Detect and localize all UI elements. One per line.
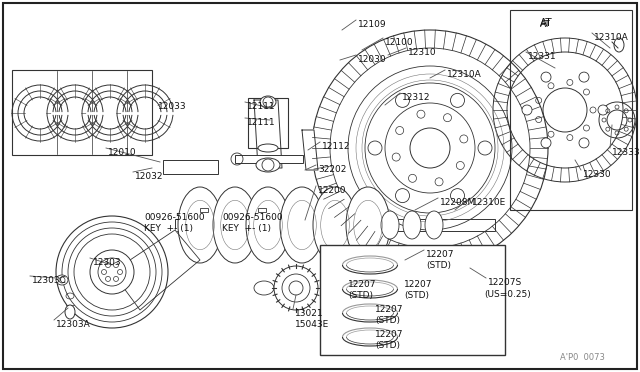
Text: 12032: 12032 bbox=[135, 172, 163, 181]
Text: 12331: 12331 bbox=[528, 52, 557, 61]
Text: 12310E: 12310E bbox=[472, 198, 506, 207]
Circle shape bbox=[274, 266, 318, 310]
Circle shape bbox=[541, 72, 551, 82]
Text: 12111: 12111 bbox=[247, 102, 276, 111]
Text: 12303: 12303 bbox=[93, 258, 122, 267]
Text: A'P0  0073: A'P0 0073 bbox=[560, 353, 605, 362]
Bar bbox=[320, 245, 505, 355]
Bar bbox=[175, 219, 495, 231]
Text: AT: AT bbox=[540, 20, 551, 29]
Text: KEY  +- (1): KEY +- (1) bbox=[144, 224, 193, 233]
Text: (STD): (STD) bbox=[375, 316, 400, 325]
Text: 12310: 12310 bbox=[408, 48, 436, 57]
Text: 13021: 13021 bbox=[295, 309, 324, 318]
Text: 12207: 12207 bbox=[375, 305, 403, 314]
Text: 15043E: 15043E bbox=[295, 320, 329, 329]
Text: KEY  +- (1): KEY +- (1) bbox=[222, 224, 271, 233]
Circle shape bbox=[56, 216, 168, 328]
Text: 00926-51600: 00926-51600 bbox=[222, 213, 283, 222]
Circle shape bbox=[579, 72, 589, 82]
Text: 12207S: 12207S bbox=[488, 278, 522, 287]
Circle shape bbox=[451, 93, 465, 108]
Text: 12312: 12312 bbox=[402, 93, 431, 102]
Circle shape bbox=[396, 93, 410, 108]
Ellipse shape bbox=[178, 187, 222, 263]
Text: 12310A: 12310A bbox=[447, 70, 482, 79]
Text: 12303A: 12303A bbox=[56, 320, 91, 329]
Bar bbox=[248, 98, 288, 148]
Text: (STD): (STD) bbox=[404, 291, 429, 300]
Circle shape bbox=[541, 138, 551, 148]
Text: 12100: 12100 bbox=[385, 38, 413, 47]
Bar bbox=[235, 155, 303, 163]
Circle shape bbox=[478, 141, 492, 155]
Ellipse shape bbox=[256, 158, 280, 172]
Circle shape bbox=[368, 141, 382, 155]
Bar bbox=[258, 208, 266, 212]
Ellipse shape bbox=[346, 187, 390, 263]
Text: (US=0.25): (US=0.25) bbox=[484, 290, 531, 299]
Text: 12200: 12200 bbox=[318, 186, 346, 195]
Polygon shape bbox=[112, 230, 200, 310]
Text: 12207: 12207 bbox=[404, 280, 433, 289]
Text: 12111: 12111 bbox=[247, 118, 276, 127]
Ellipse shape bbox=[213, 187, 257, 263]
Text: 12033: 12033 bbox=[158, 102, 187, 111]
Text: 32202: 32202 bbox=[318, 165, 346, 174]
Circle shape bbox=[522, 105, 532, 115]
Ellipse shape bbox=[65, 305, 75, 319]
Circle shape bbox=[598, 105, 608, 115]
Text: AT: AT bbox=[540, 18, 552, 28]
Text: 12207: 12207 bbox=[348, 280, 376, 289]
Text: (STD): (STD) bbox=[375, 341, 400, 350]
Text: 12303C: 12303C bbox=[32, 276, 67, 285]
Text: 12208M: 12208M bbox=[440, 198, 476, 207]
Bar bbox=[510, 10, 632, 210]
Ellipse shape bbox=[280, 187, 324, 263]
Bar bbox=[163, 160, 218, 174]
Text: 12333: 12333 bbox=[612, 148, 640, 157]
Bar bbox=[200, 208, 208, 212]
Ellipse shape bbox=[254, 281, 274, 295]
Circle shape bbox=[579, 138, 589, 148]
Ellipse shape bbox=[403, 211, 421, 239]
Text: 00926-51600: 00926-51600 bbox=[144, 213, 205, 222]
Ellipse shape bbox=[425, 211, 443, 239]
Text: (STD): (STD) bbox=[426, 261, 451, 270]
Ellipse shape bbox=[313, 187, 357, 263]
Ellipse shape bbox=[56, 275, 68, 285]
Circle shape bbox=[90, 250, 134, 294]
Circle shape bbox=[451, 189, 465, 203]
Text: 12207: 12207 bbox=[375, 330, 403, 339]
Ellipse shape bbox=[258, 144, 278, 152]
Polygon shape bbox=[302, 130, 318, 170]
Ellipse shape bbox=[381, 211, 399, 239]
Text: 12112: 12112 bbox=[322, 142, 351, 151]
Text: 12310A: 12310A bbox=[594, 33, 628, 42]
Bar bbox=[12, 70, 152, 155]
Text: 12330: 12330 bbox=[583, 170, 612, 179]
Circle shape bbox=[396, 189, 410, 203]
Ellipse shape bbox=[246, 187, 290, 263]
Text: 12207: 12207 bbox=[426, 250, 454, 259]
Ellipse shape bbox=[260, 96, 276, 108]
Text: 12010: 12010 bbox=[108, 148, 136, 157]
Text: (STD): (STD) bbox=[348, 291, 373, 300]
Text: 12109: 12109 bbox=[358, 20, 387, 29]
Text: 12030: 12030 bbox=[358, 55, 387, 64]
Polygon shape bbox=[254, 100, 282, 168]
